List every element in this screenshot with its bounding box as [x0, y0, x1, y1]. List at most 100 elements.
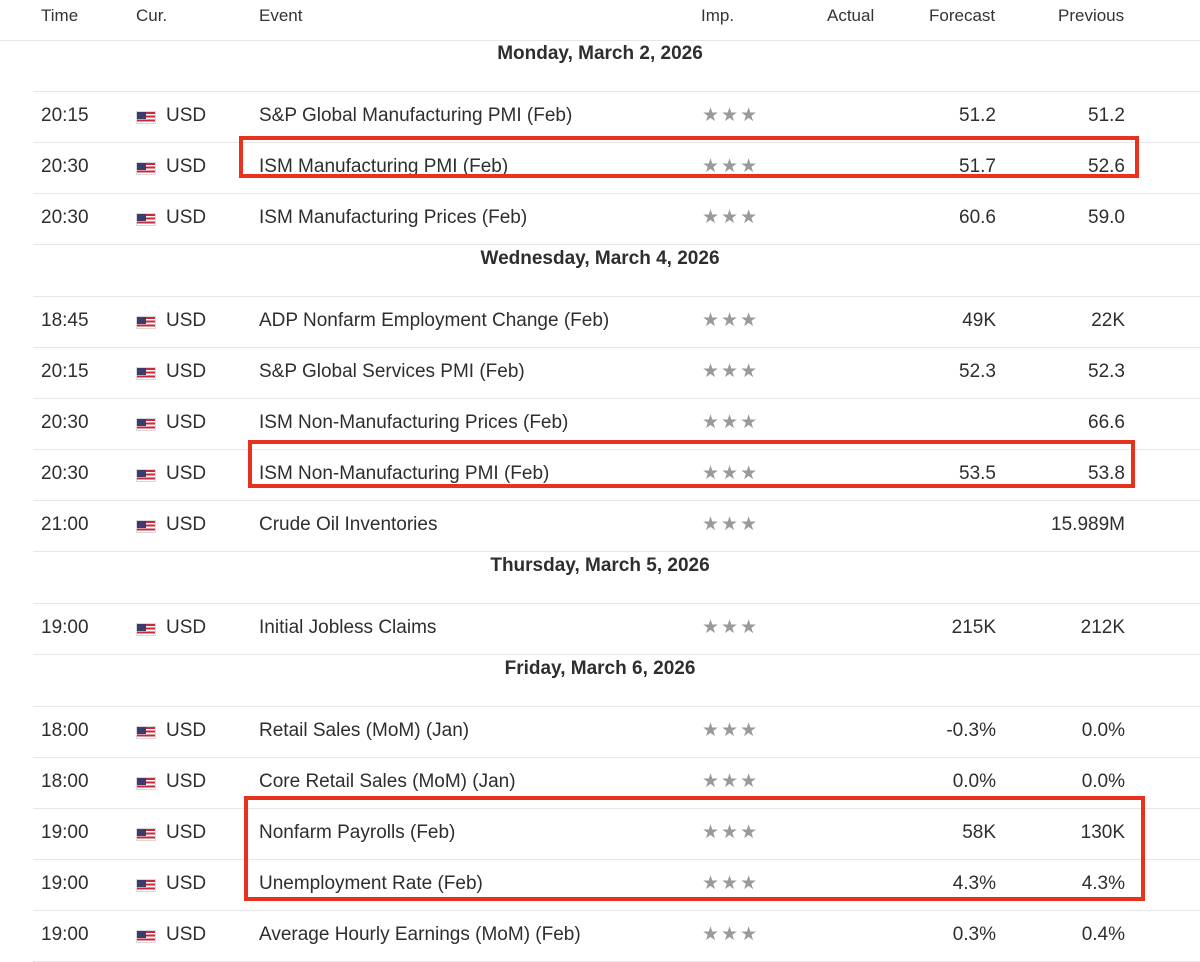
row-event[interactable]: ISM Non-Manufacturing Prices (Feb) — [259, 412, 569, 433]
table-row[interactable]: 20:30 USD ISM Non-Manufacturing PMI (Feb) ★… — [0, 450, 1200, 501]
row-event[interactable]: Nonfarm Payrolls (Feb) — [259, 822, 456, 843]
table-row[interactable]: 20:30 USD ISM Non-Manufacturing Prices (Fe… — [0, 399, 1200, 450]
row-currency: USD — [166, 822, 207, 843]
divider — [33, 91, 1200, 92]
row-event[interactable]: Core Retail Sales (MoM) (Jan) — [259, 771, 516, 792]
header-previous[interactable]: Previous — [1058, 6, 1125, 25]
divider — [33, 603, 1200, 604]
star-icon: ★ — [702, 822, 722, 843]
flag-canton — [137, 419, 146, 426]
row-previous: 59.0 — [1088, 207, 1125, 228]
importance-stars: ★★★ — [702, 104, 759, 127]
star-icon: ★ — [740, 514, 760, 535]
row-currency: USD — [166, 514, 207, 535]
date-header: Friday, March 6, 2026 — [504, 658, 696, 679]
table-row[interactable]: 20:15 USD S&P Global Manufacturing PMI (Fe… — [0, 92, 1200, 143]
header-importance[interactable]: Imp. — [701, 6, 735, 25]
row-event[interactable]: ADP Nonfarm Employment Change (Feb) — [259, 310, 610, 331]
row-event[interactable]: S&P Global Manufacturing PMI (Feb) — [259, 105, 573, 126]
divider — [33, 296, 1200, 297]
row-event[interactable]: S&P Global Services PMI (Feb) — [259, 361, 525, 382]
row-previous: 0.4% — [1081, 924, 1125, 945]
row-currency: USD — [166, 310, 207, 331]
row-previous: 52.3 — [1088, 361, 1125, 382]
date-header: Wednesday, March 4, 2026 — [480, 248, 720, 269]
star-icon: ★ — [702, 463, 722, 484]
flag-canton — [137, 470, 146, 477]
row-currency: USD — [166, 361, 207, 382]
star-icon: ★ — [721, 720, 741, 741]
star-icon: ★ — [740, 924, 760, 945]
row-time: 19:00 — [41, 617, 89, 638]
row-previous: 22K — [1091, 310, 1125, 331]
row-event[interactable]: Crude Oil Inventories — [259, 514, 438, 535]
header-time[interactable]: Time — [41, 6, 79, 25]
table-row[interactable]: 20:15 USD S&P Global Services PMI (Feb) ★★★… — [0, 348, 1200, 399]
header-actual[interactable]: Actual — [827, 6, 875, 25]
table-row[interactable]: 18:00 USD Retail Sales (MoM) (Jan) ★★★ -0.3%… — [0, 707, 1200, 758]
row-forecast: 60.6 — [959, 207, 996, 228]
header-currency[interactable]: Cur. — [136, 6, 168, 25]
star-icon: ★ — [740, 771, 760, 792]
star-icon: ★ — [740, 310, 760, 331]
star-icon: ★ — [702, 771, 722, 792]
divider — [33, 808, 1200, 809]
star-icon: ★ — [721, 924, 741, 945]
row-event[interactable]: Average Hourly Earnings (MoM) (Feb) — [259, 924, 581, 945]
header-forecast[interactable]: Forecast — [929, 6, 996, 25]
us-flag-icon — [136, 162, 156, 175]
divider — [33, 654, 1200, 655]
star-icon: ★ — [721, 105, 741, 126]
divider — [33, 193, 1200, 194]
us-flag-icon — [136, 879, 156, 892]
row-previous: 0.0% — [1081, 771, 1125, 792]
row-previous: 0.0% — [1081, 720, 1125, 741]
table-row[interactable]: 20:30 USD ISM Manufacturing PMI (Feb) ★★★ 51… — [0, 143, 1200, 194]
divider — [33, 551, 1200, 552]
star-icon: ★ — [740, 873, 760, 894]
table-row[interactable]: 18:45 USD ADP Nonfarm Employment Change (F… — [0, 297, 1200, 348]
divider — [33, 449, 1200, 450]
row-event[interactable]: ISM Non-Manufacturing PMI (Feb) — [259, 463, 550, 484]
row-currency: USD — [166, 924, 207, 945]
star-icon: ★ — [702, 310, 722, 331]
divider — [33, 757, 1200, 758]
star-icon: ★ — [702, 207, 722, 228]
table-row[interactable]: 20:30 USD ISM Manufacturing Prices (Feb) ★★… — [0, 194, 1200, 245]
star-icon: ★ — [702, 873, 722, 894]
row-event[interactable]: ISM Manufacturing PMI (Feb) — [259, 156, 509, 177]
table-row[interactable]: 19:00 USD Unemployment Rate (Feb) ★★★ 4.3% 4.… — [0, 860, 1200, 911]
star-icon: ★ — [702, 720, 722, 741]
row-event[interactable]: Retail Sales (MoM) (Jan) — [259, 720, 470, 741]
row-event[interactable]: ISM Manufacturing Prices (Feb) — [259, 207, 528, 228]
header-event[interactable]: Event — [259, 6, 303, 25]
row-previous: 52.6 — [1088, 156, 1125, 177]
divider — [33, 500, 1200, 501]
row-previous: 4.3% — [1081, 873, 1125, 894]
importance-stars: ★★★ — [702, 821, 759, 844]
row-event[interactable]: Initial Jobless Claims — [259, 617, 437, 638]
us-flag-icon — [136, 469, 156, 482]
divider — [33, 859, 1200, 860]
star-icon: ★ — [702, 105, 722, 126]
star-icon: ★ — [721, 412, 741, 433]
importance-stars: ★★★ — [702, 719, 759, 742]
table-row[interactable]: 21:00 USD Crude Oil Inventories ★★★ 15.989M — [0, 501, 1200, 552]
row-time: 20:30 — [41, 207, 89, 228]
star-icon: ★ — [721, 463, 741, 484]
row-currency: USD — [166, 873, 207, 894]
table-row[interactable]: 19:00 USD Average Hourly Earnings (MoM) (F… — [0, 911, 1200, 962]
row-forecast: 215K — [951, 617, 996, 638]
row-currency: USD — [166, 105, 207, 126]
row-currency: USD — [166, 463, 207, 484]
row-event[interactable]: Unemployment Rate (Feb) — [259, 873, 483, 894]
table-row[interactable]: 19:00 USD Nonfarm Payrolls (Feb) ★★★ 58K 130K — [0, 809, 1200, 860]
star-icon: ★ — [721, 514, 741, 535]
star-icon: ★ — [721, 207, 741, 228]
row-time: 20:15 — [41, 361, 89, 382]
table-row[interactable]: 19:00 USD Initial Jobless Claims ★★★ 215K 212… — [0, 604, 1200, 655]
star-icon: ★ — [721, 822, 741, 843]
star-icon: ★ — [740, 207, 760, 228]
star-icon: ★ — [702, 412, 722, 433]
table-row[interactable]: 18:00 USD Core Retail Sales (MoM) (Jan) ★★★… — [0, 758, 1200, 809]
